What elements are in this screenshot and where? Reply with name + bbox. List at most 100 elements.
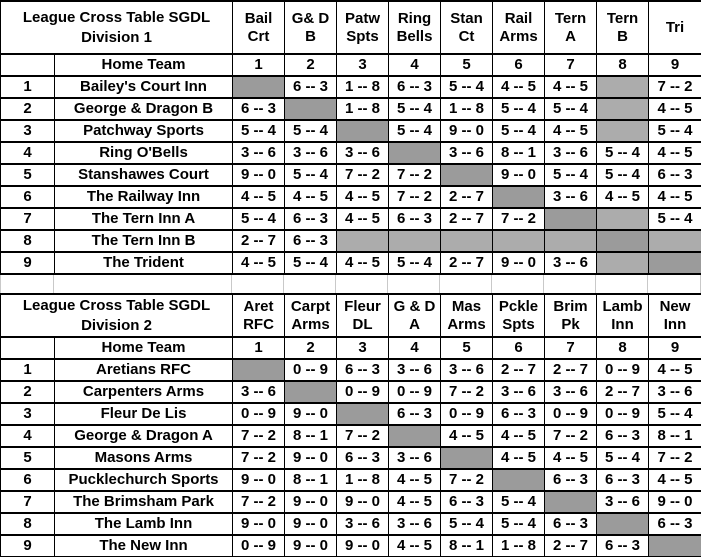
away-team-header-line1: Ring [397, 9, 432, 27]
score-cell: 3 -- 6 [440, 141, 494, 165]
row-number: 7 [0, 207, 55, 231]
away-team-header-line1: Rail [504, 9, 533, 27]
unplayed-cell [336, 229, 390, 253]
away-team-header-line2: RFC [243, 315, 274, 333]
score-cell: 3 -- 6 [388, 358, 442, 382]
home-team-name: The Lamb Inn [53, 512, 234, 536]
score-cell: 7 -- 2 [232, 490, 286, 514]
diagonal-cell [492, 185, 546, 209]
away-team-header-line1: G& D [291, 9, 330, 27]
score-cell: 3 -- 6 [648, 380, 701, 404]
row-number: 5 [0, 446, 55, 470]
score-cell: 9 -- 0 [492, 163, 546, 187]
score-cell: 5 -- 4 [284, 251, 338, 275]
gap-grid-cell [284, 275, 336, 293]
away-team-number: 3 [336, 53, 390, 77]
score-cell: 9 -- 0 [336, 490, 390, 514]
score-cell: 9 -- 0 [440, 119, 494, 143]
score-cell: 0 -- 9 [284, 358, 338, 382]
score-cell: 4 -- 5 [492, 446, 546, 470]
score-cell: 4 -- 5 [648, 97, 701, 121]
row-number: 9 [0, 251, 55, 275]
score-cell: 3 -- 6 [544, 185, 598, 209]
score-cell: 7 -- 2 [388, 163, 442, 187]
diagonal-cell [596, 512, 650, 536]
table-title-line1: League Cross Table SGDL [22, 296, 211, 314]
score-cell: 4 -- 5 [596, 185, 650, 209]
score-cell: 0 -- 9 [544, 402, 598, 426]
score-cell: 8 -- 1 [284, 468, 338, 492]
away-team-number: 6 [492, 336, 546, 360]
score-cell: 8 -- 1 [492, 141, 546, 165]
score-cell: 9 -- 0 [232, 512, 286, 536]
score-cell: 7 -- 2 [232, 446, 286, 470]
score-cell: 9 -- 0 [336, 534, 390, 557]
score-cell: 4 -- 5 [544, 75, 598, 99]
score-cell: 4 -- 5 [492, 75, 546, 99]
home-team-name: Masons Arms [53, 446, 234, 470]
score-cell: 3 -- 6 [336, 512, 390, 536]
score-cell: 0 -- 9 [596, 402, 650, 426]
diagonal-cell [596, 229, 650, 253]
away-team-header: Carpt Arms [284, 293, 338, 338]
row-number: 6 [0, 185, 55, 209]
away-team-header-line2: Spts [346, 27, 379, 45]
score-cell: 4 -- 5 [336, 251, 390, 275]
score-cell: 5 -- 4 [492, 119, 546, 143]
away-team-header: Fleur DL [336, 293, 390, 338]
score-cell: 2 -- 7 [440, 207, 494, 231]
diagonal-cell [232, 358, 286, 382]
row-number: 6 [0, 468, 55, 492]
row-number: 2 [0, 380, 55, 404]
away-team-number: 3 [336, 336, 390, 360]
score-cell: 4 -- 5 [388, 468, 442, 492]
score-cell: 7 -- 2 [440, 380, 494, 404]
gap-grid-cell [336, 275, 388, 293]
away-team-number: 1 [232, 336, 286, 360]
score-cell: 2 -- 7 [232, 229, 286, 253]
spreadsheet-gap-row [0, 275, 701, 293]
home-team-name: The Trident [53, 251, 234, 275]
score-cell: 4 -- 5 [440, 424, 494, 448]
away-team-header: Brim Pk [544, 293, 598, 338]
score-cell: 0 -- 9 [596, 358, 650, 382]
away-team-header-line1: Lamb [602, 297, 643, 315]
home-team-name: The Tern Inn B [53, 229, 234, 253]
score-cell: 5 -- 4 [596, 446, 650, 470]
away-team-header: Rail Arms [492, 0, 546, 55]
score-cell: 4 -- 5 [648, 358, 701, 382]
diagonal-cell [492, 468, 546, 492]
away-team-number: 4 [388, 336, 442, 360]
home-team-name: Aretians RFC [53, 358, 234, 382]
away-team-header: Lamb Inn [596, 293, 650, 338]
diagonal-cell [440, 163, 494, 187]
table-title-line2: Division 2 [81, 316, 152, 334]
score-cell: 5 -- 4 [492, 97, 546, 121]
score-cell: 1 -- 8 [440, 97, 494, 121]
score-cell: 7 -- 2 [544, 424, 598, 448]
score-cell: 5 -- 4 [492, 490, 546, 514]
score-cell: 9 -- 0 [232, 163, 286, 187]
home-team-name: The Tern Inn A [53, 207, 234, 231]
score-cell: 5 -- 4 [492, 512, 546, 536]
score-cell: 5 -- 4 [232, 207, 286, 231]
away-team-header-line2: Tri [665, 18, 685, 36]
score-cell: 4 -- 5 [544, 446, 598, 470]
away-team-header-line1: Tern [606, 9, 639, 27]
home-team-name: Stanshawes Court [53, 163, 234, 187]
away-team-header: Ring Bells [388, 0, 442, 55]
score-cell: 4 -- 5 [648, 468, 701, 492]
score-cell: 5 -- 4 [544, 97, 598, 121]
gap-grid-cell [544, 275, 596, 293]
diagonal-cell [336, 119, 390, 143]
score-cell: 5 -- 4 [232, 119, 286, 143]
away-team-number: 9 [648, 53, 701, 77]
score-cell: 5 -- 4 [388, 251, 442, 275]
away-team-header: Tern A [544, 0, 598, 55]
gap-grid-cell [388, 275, 440, 293]
